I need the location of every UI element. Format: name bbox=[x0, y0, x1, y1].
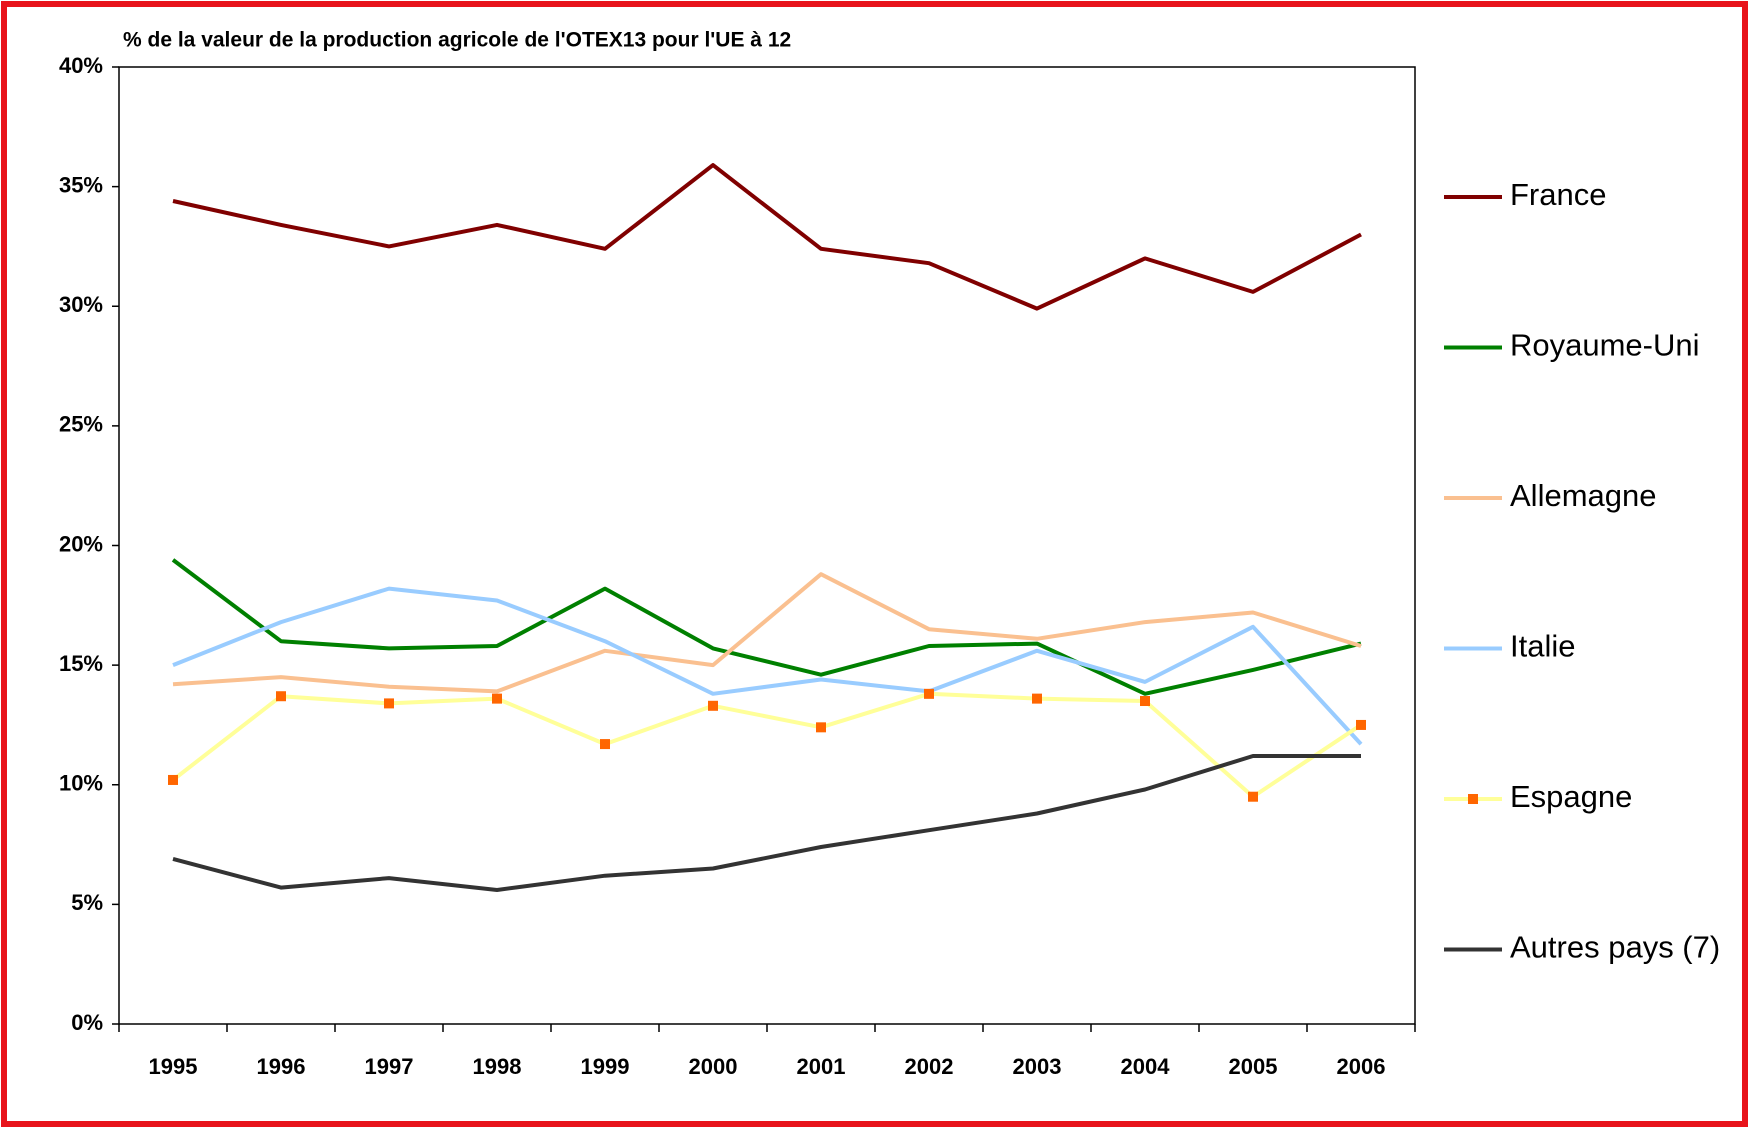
x-tick-label: 1998 bbox=[473, 1054, 522, 1079]
x-tick-label: 2005 bbox=[1229, 1054, 1278, 1079]
chart-title: % de la valeur de la production agricole… bbox=[123, 29, 791, 52]
x-tick-label: 2001 bbox=[797, 1054, 846, 1079]
series-line bbox=[172, 572, 1362, 694]
x-tick-label: 1997 bbox=[365, 1054, 414, 1079]
marker bbox=[1032, 693, 1042, 704]
legend-label: Allemagne bbox=[1510, 478, 1656, 513]
marker bbox=[1356, 719, 1366, 730]
marker bbox=[924, 688, 934, 699]
x-tick-label: 2004 bbox=[1121, 1054, 1171, 1079]
legend-label: Italie bbox=[1510, 629, 1575, 664]
legend-label: Royaume-Uni bbox=[1510, 328, 1700, 363]
plot-area bbox=[118, 66, 1416, 1025]
y-tick-label: 25% bbox=[59, 412, 103, 437]
series-line bbox=[172, 586, 1363, 746]
marker bbox=[708, 700, 718, 711]
x-tick-label: 2000 bbox=[689, 1054, 738, 1079]
y-tick-label: 20% bbox=[59, 531, 103, 556]
y-tick-label: 35% bbox=[59, 172, 103, 197]
marker bbox=[1140, 696, 1150, 707]
x-tick-label: 1995 bbox=[149, 1054, 198, 1079]
series-line bbox=[172, 163, 1362, 311]
y-tick-label: 40% bbox=[59, 53, 103, 78]
x-tick-label: 1996 bbox=[257, 1054, 306, 1079]
y-tick-label: 30% bbox=[59, 292, 103, 317]
x-tick-label: 2006 bbox=[1337, 1054, 1386, 1079]
marker bbox=[600, 739, 610, 750]
series-line bbox=[172, 754, 1361, 892]
series-line bbox=[171, 691, 1363, 799]
marker bbox=[276, 691, 286, 702]
legend-label: France bbox=[1510, 177, 1606, 212]
y-tick-label: 15% bbox=[59, 651, 103, 676]
y-tick-label: 0% bbox=[71, 1010, 103, 1035]
x-tick-label: 2002 bbox=[905, 1054, 954, 1079]
legend-label: Espagne bbox=[1510, 779, 1632, 814]
marker bbox=[168, 774, 178, 785]
series-line bbox=[171, 558, 1362, 696]
marker bbox=[816, 722, 826, 733]
marker bbox=[492, 693, 502, 704]
legend-marker bbox=[1468, 794, 1478, 804]
marker bbox=[1248, 791, 1258, 802]
x-tick-label: 2003 bbox=[1013, 1054, 1062, 1079]
legend-label: Autres pays (7) bbox=[1510, 930, 1720, 965]
marker bbox=[384, 698, 394, 709]
y-tick-label: 5% bbox=[71, 890, 103, 915]
y-tick-label: 10% bbox=[59, 771, 103, 796]
x-tick-label: 1999 bbox=[581, 1054, 630, 1079]
